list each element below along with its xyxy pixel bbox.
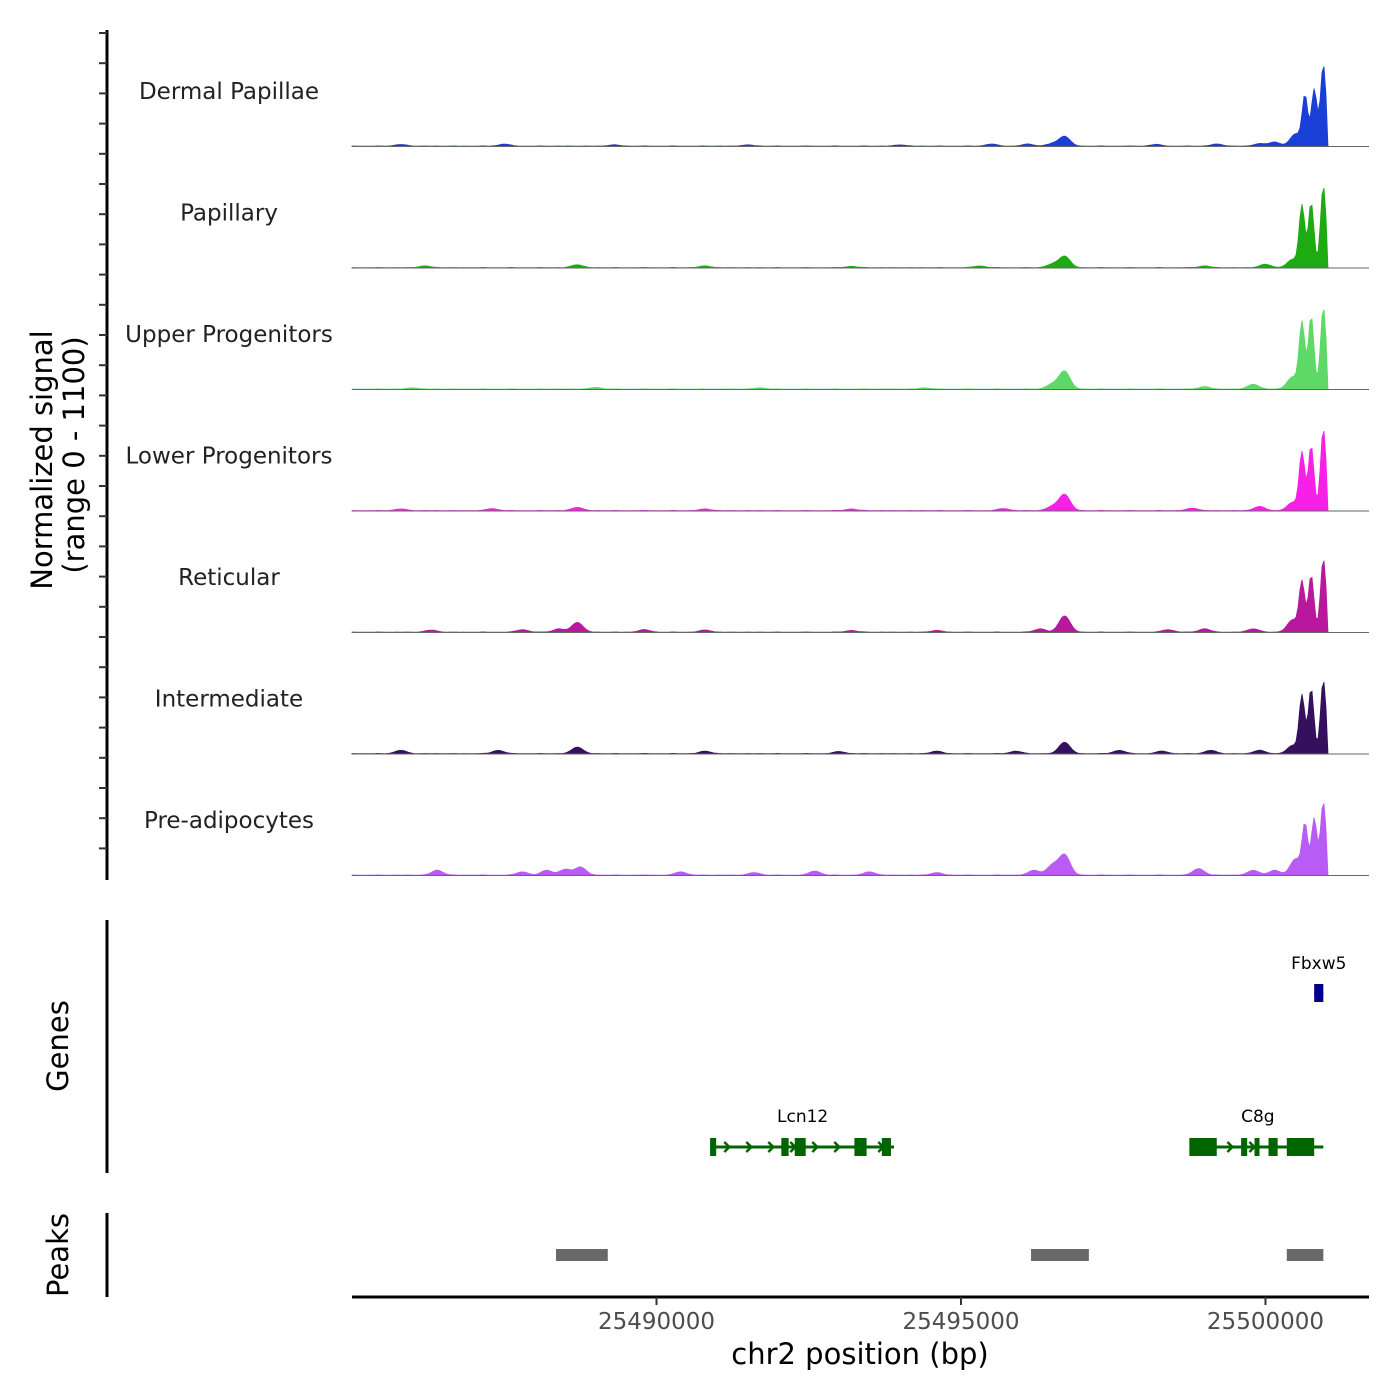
gene: Fbxw5 xyxy=(1291,954,1346,1002)
signal-area xyxy=(351,309,1369,390)
peaks-ylabel: Peaks xyxy=(41,1213,75,1297)
coverage-track: Upper Progenitors xyxy=(125,309,1369,390)
exon xyxy=(794,1138,806,1156)
peak-region xyxy=(1286,1249,1324,1261)
exon xyxy=(1268,1138,1278,1156)
exon xyxy=(1241,1138,1248,1156)
signal-area xyxy=(351,803,1369,876)
peak-region xyxy=(1031,1249,1089,1261)
gene-label: C8g xyxy=(1241,1107,1274,1127)
exon xyxy=(1189,1138,1217,1156)
signal-area xyxy=(351,430,1369,512)
signal-area xyxy=(351,66,1369,147)
coverage-tracks: Dermal Papillae Papillary Upper Progenitor… xyxy=(125,66,1369,876)
peaks-track xyxy=(556,1249,1324,1261)
strand-arrow xyxy=(1226,1141,1235,1153)
x-tick-label: 25500000 xyxy=(1207,1309,1324,1335)
track-label: Papillary xyxy=(180,201,278,227)
strand-arrow xyxy=(1248,1141,1257,1153)
exon xyxy=(854,1138,867,1156)
coverage-track: Dermal Papillae xyxy=(139,66,1369,147)
coverage-track: Papillary xyxy=(180,187,1369,269)
gene: C8g xyxy=(1189,1107,1324,1156)
signal-area xyxy=(351,187,1369,269)
strand-arrow xyxy=(745,1141,754,1153)
coverage-ylabel-line1: Normalized signal xyxy=(25,330,59,589)
track-label: Reticular xyxy=(178,565,280,591)
exon xyxy=(710,1138,717,1156)
gene-label: Fbxw5 xyxy=(1291,954,1346,974)
signal-area xyxy=(351,681,1369,755)
exon xyxy=(1286,1138,1315,1156)
x-axis-ticks: 25490000 25495000 25500000 xyxy=(598,1297,1324,1335)
track-label: Intermediate xyxy=(155,687,303,713)
genes-ylabel: Genes xyxy=(41,1000,75,1092)
x-tick-label: 25490000 xyxy=(598,1309,715,1335)
gene-label: Lcn12 xyxy=(777,1107,828,1127)
genes-track: Fbxw5 Lcn12 C8g xyxy=(710,954,1346,1156)
x-tick-label: 25495000 xyxy=(902,1309,1019,1335)
coverage-track: Pre-adipocytes xyxy=(144,803,1369,876)
coverage-track: Reticular xyxy=(178,560,1369,633)
strand-arrow xyxy=(767,1141,776,1153)
coverage-track: Lower Progenitors xyxy=(126,430,1369,512)
gene: Lcn12 xyxy=(710,1107,894,1156)
strand-arrow xyxy=(723,1141,732,1153)
track-label: Pre-adipocytes xyxy=(144,808,314,834)
track-label: Lower Progenitors xyxy=(126,444,333,470)
coverage-y-ticks xyxy=(99,32,107,850)
exon xyxy=(1314,984,1324,1002)
signal-area xyxy=(351,560,1369,633)
strand-arrow xyxy=(833,1141,842,1153)
coverage-ylabel-line2: (range 0 - 1100) xyxy=(57,336,91,573)
x-axis-title: chr2 position (bp) xyxy=(731,1337,988,1371)
peak-region xyxy=(556,1249,608,1261)
exon xyxy=(1254,1138,1260,1156)
coverage-track: Intermediate xyxy=(155,681,1369,755)
exon xyxy=(881,1138,891,1156)
strand-arrow xyxy=(811,1141,820,1153)
exon xyxy=(781,1138,789,1156)
track-label: Upper Progenitors xyxy=(125,322,333,348)
track-label: Dermal Papillae xyxy=(139,79,319,105)
